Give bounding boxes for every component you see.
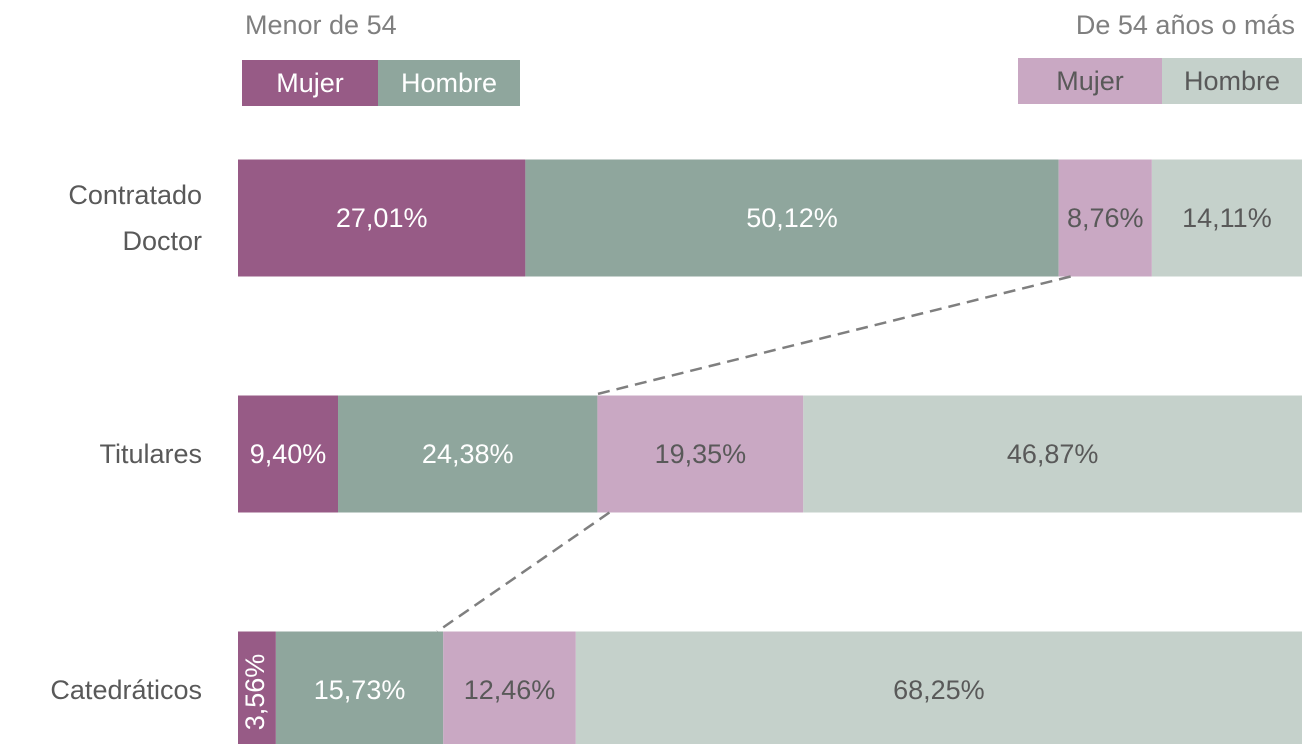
legend-label: Mujer — [1056, 66, 1124, 96]
value-label: 15,73% — [314, 675, 406, 705]
bar-segment — [275, 631, 444, 744]
bar-segment — [575, 631, 1302, 744]
value-label: 19,35% — [655, 439, 747, 469]
legend-group-title: Menor de 54 — [245, 10, 397, 40]
category-label: Contratado Doctor — [68, 180, 202, 256]
bar-segment — [338, 395, 598, 513]
value-label: 14,11% — [1182, 203, 1272, 233]
bar-segment — [1058, 159, 1152, 277]
bar-segment — [1151, 159, 1302, 277]
value-label: 27,01% — [336, 203, 428, 233]
value-label: 68,25% — [893, 675, 985, 705]
bar-segment — [238, 631, 276, 744]
bar-segment — [525, 159, 1059, 277]
legend-label: Mujer — [276, 68, 344, 98]
value-label: 46,87% — [1007, 439, 1099, 469]
connector-line — [591, 275, 1071, 397]
bar-segment — [238, 395, 339, 513]
value-label: 8,76% — [1067, 203, 1144, 233]
legend-swatch — [1018, 58, 1162, 104]
legend-group-title: De 54 años o más — [1076, 10, 1295, 40]
legend-swatch — [1162, 58, 1302, 104]
legend-label: Hombre — [401, 68, 497, 98]
category-label: Catedráticos — [50, 675, 202, 705]
bar-segment — [443, 631, 576, 744]
value-label: 12,46% — [464, 675, 556, 705]
bar-segment — [597, 395, 804, 513]
bar-segment — [803, 395, 1302, 513]
legend-swatch — [242, 60, 378, 106]
value-label: 9,40% — [250, 439, 327, 469]
bar-segment — [238, 159, 526, 277]
legend-swatch — [378, 60, 520, 106]
value-label: 50,12% — [746, 203, 838, 233]
category-label: Titulares — [99, 439, 202, 469]
connector-line — [436, 511, 611, 633]
value-label: 24,38% — [422, 439, 514, 469]
value-label: 3,56% — [240, 654, 270, 731]
legend-label: Hombre — [1184, 66, 1280, 96]
